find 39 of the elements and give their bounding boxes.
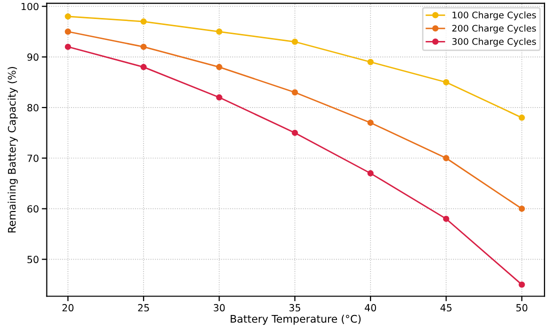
legend-label: 300 Charge Cycles — [452, 38, 536, 47]
point — [367, 120, 374, 126]
point — [292, 130, 298, 136]
y-tick-label: 60 — [27, 205, 38, 213]
point — [443, 155, 450, 162]
y-tick-label: 90 — [27, 53, 38, 61]
point — [64, 13, 72, 20]
x-tick-label: 50 — [516, 304, 528, 312]
point — [292, 38, 298, 45]
y-axis-title: Remaining Battery Capacity (%) — [8, 67, 18, 232]
x-tick-label: 20 — [62, 304, 74, 312]
point — [518, 281, 525, 288]
point — [367, 170, 374, 176]
x-axis-title: Battery Temperature (°C) — [230, 314, 361, 325]
legend-label: 100 Charge Cycles — [452, 11, 536, 20]
x-tick-label: 40 — [364, 304, 376, 312]
point — [443, 79, 450, 86]
x-tick-label: 45 — [440, 304, 452, 312]
x-tick-label: 35 — [289, 304, 300, 312]
point — [216, 28, 222, 35]
point — [518, 206, 525, 212]
y-tick-label: 100 — [22, 2, 38, 10]
y-tick-label: 50 — [27, 256, 38, 264]
point — [140, 44, 147, 50]
legend-label: 200 Charge Cycles — [452, 24, 536, 34]
point — [64, 28, 72, 35]
x-tick-label: 30 — [214, 304, 225, 312]
point — [216, 94, 222, 101]
y-tick-label: 70 — [28, 154, 38, 162]
point — [140, 64, 147, 70]
point — [64, 44, 72, 50]
point — [216, 64, 222, 70]
x-tick-label: 25 — [138, 304, 149, 312]
point — [443, 216, 450, 222]
point — [140, 18, 147, 25]
point — [518, 114, 525, 121]
point — [292, 89, 298, 96]
y-tick-label: 80 — [27, 104, 38, 112]
point — [367, 58, 374, 66]
